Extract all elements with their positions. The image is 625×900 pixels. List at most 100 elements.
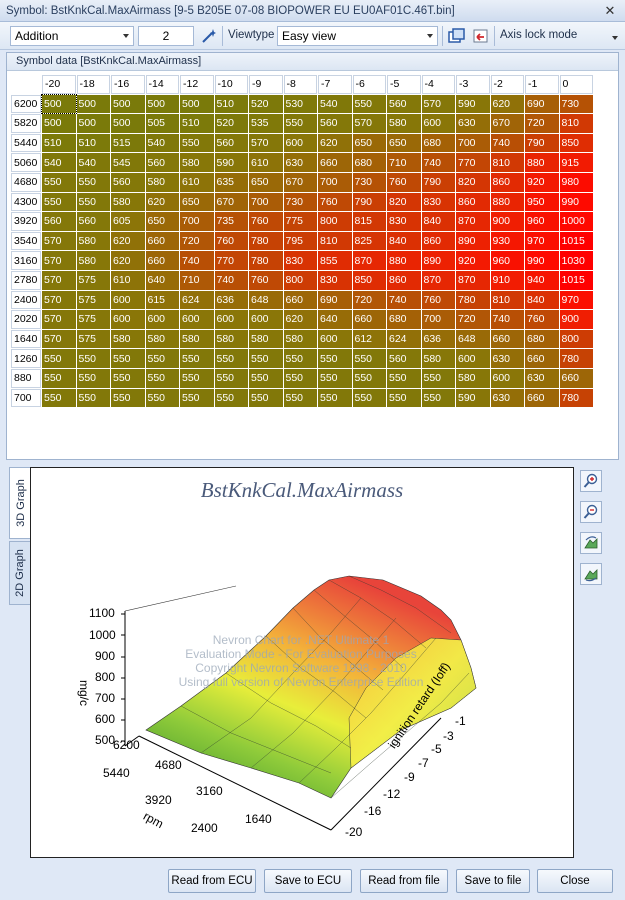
table-cell[interactable]: 570 — [42, 231, 76, 251]
column-header[interactable]: -7 — [318, 75, 352, 94]
table-cell[interactable]: 550 — [249, 368, 283, 388]
table-cell[interactable]: 570 — [421, 94, 455, 114]
table-cell[interactable]: 760 — [214, 231, 248, 251]
table-cell[interactable]: 575 — [76, 329, 110, 349]
table-cell[interactable]: 960 — [490, 251, 524, 270]
table-cell[interactable]: 612 — [352, 329, 386, 349]
table-cell[interactable]: 500 — [111, 94, 145, 114]
table-cell[interactable]: 550 — [318, 368, 352, 388]
table-cell[interactable]: 650 — [352, 133, 386, 153]
table-cell[interactable]: 770 — [456, 153, 490, 172]
column-header[interactable]: -9 — [249, 75, 283, 94]
table-cell[interactable]: 640 — [145, 270, 179, 290]
table-cell[interactable]: 640 — [318, 310, 352, 329]
table-cell[interactable]: 580 — [180, 153, 214, 172]
table-cell[interactable]: 550 — [283, 368, 317, 388]
table-cell[interactable]: 630 — [456, 114, 490, 133]
table-cell[interactable]: 570 — [42, 270, 76, 290]
table-cell[interactable]: 660 — [318, 153, 352, 172]
table-cell[interactable]: 550 — [180, 133, 214, 153]
table-cell[interactable]: 730 — [559, 94, 593, 114]
table-cell[interactable]: 900 — [559, 310, 593, 329]
table-cell[interactable]: 660 — [525, 388, 559, 408]
table-cell[interactable]: 790 — [525, 133, 559, 153]
table-cell[interactable]: 550 — [76, 172, 110, 192]
table-cell[interactable]: 870 — [456, 212, 490, 231]
table-cell[interactable]: 735 — [214, 212, 248, 231]
table-cell[interactable]: 550 — [180, 388, 214, 408]
table-cell[interactable]: 870 — [421, 270, 455, 290]
table-cell[interactable]: 510 — [180, 114, 214, 133]
table-cell[interactable]: 850 — [352, 270, 386, 290]
table-cell[interactable]: 540 — [42, 153, 76, 172]
table-cell[interactable]: 580 — [145, 329, 179, 349]
table-cell[interactable]: 920 — [456, 251, 490, 270]
table-cell[interactable]: 880 — [490, 192, 524, 212]
row-header[interactable]: 3160 — [11, 251, 41, 270]
table-cell[interactable]: 950 — [525, 192, 559, 212]
undo-button[interactable] — [470, 25, 492, 47]
table-cell[interactable]: 690 — [318, 290, 352, 310]
table-cell[interactable]: 820 — [456, 172, 490, 192]
table-cell[interactable]: 660 — [145, 251, 179, 270]
table-cell[interactable]: 660 — [145, 231, 179, 251]
table-cell[interactable]: 624 — [387, 329, 421, 349]
table-cell[interactable]: 900 — [490, 212, 524, 231]
table-cell[interactable]: 550 — [145, 349, 179, 368]
read-from-ecu-button[interactable]: Read from ECU — [168, 869, 256, 893]
table-cell[interactable]: 510 — [214, 94, 248, 114]
table-cell[interactable]: 515 — [111, 133, 145, 153]
table-cell[interactable]: 540 — [76, 153, 110, 172]
row-header[interactable]: 5440 — [11, 133, 41, 153]
table-cell[interactable]: 720 — [525, 114, 559, 133]
table-cell[interactable]: 550 — [111, 368, 145, 388]
table-cell[interactable]: 660 — [525, 349, 559, 368]
table-cell[interactable]: 636 — [421, 329, 455, 349]
read-from-file-button[interactable]: Read from file — [360, 869, 448, 893]
table-cell[interactable]: 780 — [559, 349, 593, 368]
table-cell[interactable]: 550 — [352, 349, 386, 368]
table-cell[interactable]: 630 — [490, 388, 524, 408]
row-header[interactable]: 5060 — [11, 153, 41, 172]
row-header[interactable]: 1640 — [11, 329, 41, 349]
table-cell[interactable]: 860 — [456, 192, 490, 212]
table-cell[interactable]: 1015 — [559, 231, 593, 251]
table-cell[interactable]: 636 — [214, 290, 248, 310]
table-cell[interactable]: 550 — [421, 388, 455, 408]
table-cell[interactable]: 580 — [76, 231, 110, 251]
table-cell[interactable]: 825 — [352, 231, 386, 251]
table-cell[interactable]: 550 — [180, 368, 214, 388]
table-cell[interactable]: 620 — [318, 133, 352, 153]
table-cell[interactable]: 580 — [387, 114, 421, 133]
table-cell[interactable]: 770 — [214, 251, 248, 270]
row-header[interactable]: 1260 — [11, 349, 41, 368]
table-cell[interactable]: 550 — [76, 192, 110, 212]
table-cell[interactable]: 600 — [180, 310, 214, 329]
table-cell[interactable]: 690 — [525, 94, 559, 114]
table-cell[interactable]: 550 — [145, 368, 179, 388]
table-cell[interactable]: 570 — [42, 310, 76, 329]
rotate-down-button[interactable] — [580, 563, 602, 585]
table-cell[interactable]: 590 — [214, 153, 248, 172]
table-cell[interactable]: 550 — [283, 114, 317, 133]
table-cell[interactable]: 730 — [283, 192, 317, 212]
table-cell[interactable]: 560 — [145, 153, 179, 172]
table-cell[interactable]: 550 — [214, 388, 248, 408]
table-cell[interactable]: 760 — [525, 310, 559, 329]
row-header[interactable]: 5820 — [11, 114, 41, 133]
table-cell[interactable]: 650 — [180, 192, 214, 212]
table-cell[interactable]: 500 — [145, 94, 179, 114]
table-cell[interactable]: 630 — [490, 349, 524, 368]
table-cell[interactable]: 570 — [352, 114, 386, 133]
table-cell[interactable]: 680 — [525, 329, 559, 349]
table-cell[interactable]: 560 — [387, 349, 421, 368]
table-cell[interactable]: 670 — [214, 192, 248, 212]
table-cell[interactable]: 740 — [214, 270, 248, 290]
table-cell[interactable]: 605 — [111, 212, 145, 231]
table-cell[interactable]: 815 — [352, 212, 386, 231]
table-cell[interactable]: 780 — [456, 290, 490, 310]
table-cell[interactable]: 500 — [76, 94, 110, 114]
table-cell[interactable]: 550 — [145, 388, 179, 408]
column-header[interactable]: -4 — [421, 75, 455, 94]
table-cell[interactable]: 550 — [249, 388, 283, 408]
